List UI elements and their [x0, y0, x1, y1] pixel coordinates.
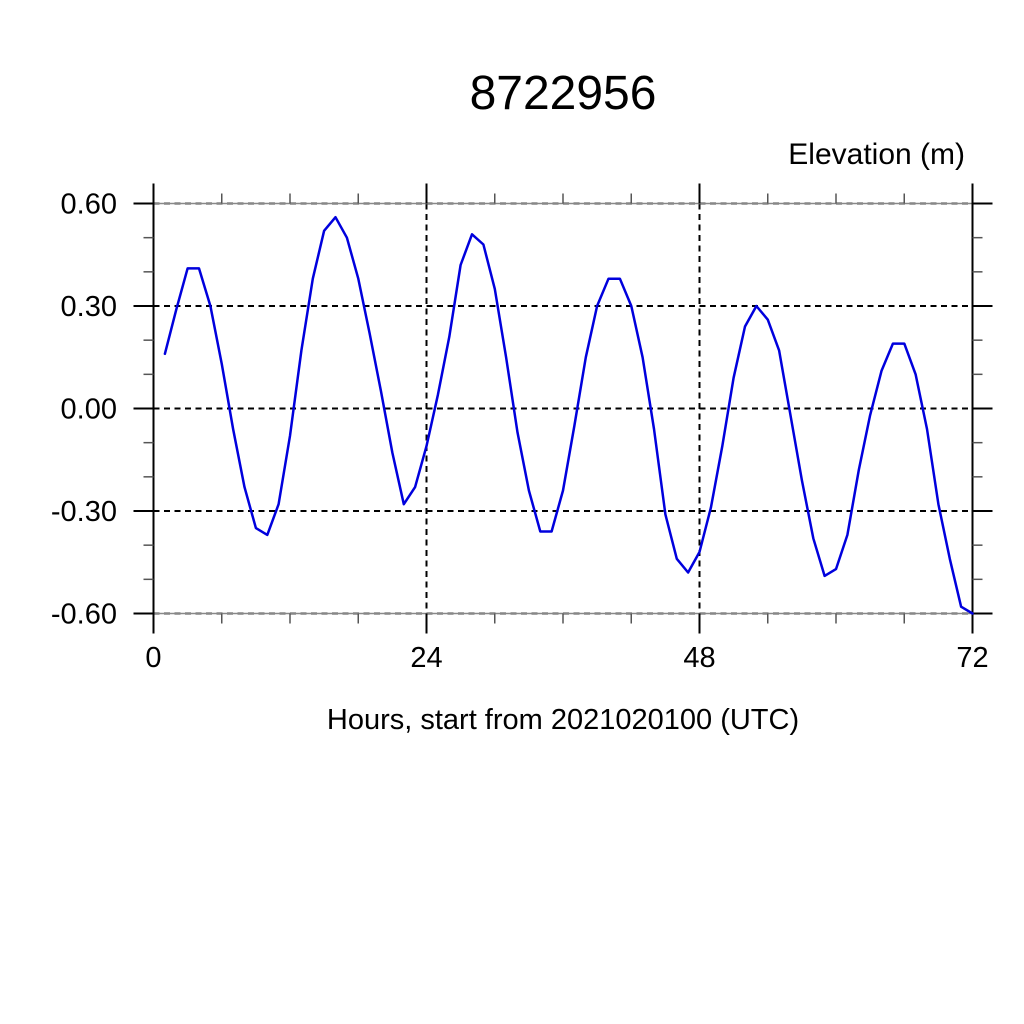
gridlines — [153, 202, 973, 615]
tick-labels: 0.60 0.30 0.00 -0.30 -0.60 0 24 48 72 — [51, 189, 989, 675]
x-axis-label: Hours, start from 2021020100 (UTC) — [327, 704, 799, 736]
axis-ticks — [133, 183, 993, 634]
series-tidal-elevation — [163, 215, 974, 615]
x-tick-label: 24 — [410, 642, 442, 674]
y-tick-label: -0.30 — [51, 496, 117, 528]
elevation-unit-label: Elevation (m) — [788, 138, 965, 171]
y-tick-label: 0.60 — [61, 189, 117, 221]
y-tick-label: 0.00 — [61, 394, 117, 426]
y-tick-label: 0.30 — [61, 291, 117, 323]
tide-series-line — [163, 215, 974, 615]
x-tick-label: 48 — [683, 642, 715, 674]
chart-title: 8722956 — [470, 67, 657, 120]
x-tick-label: 72 — [956, 642, 988, 674]
y-tick-label: -0.60 — [51, 599, 117, 631]
x-tick-label: 0 — [145, 642, 161, 674]
